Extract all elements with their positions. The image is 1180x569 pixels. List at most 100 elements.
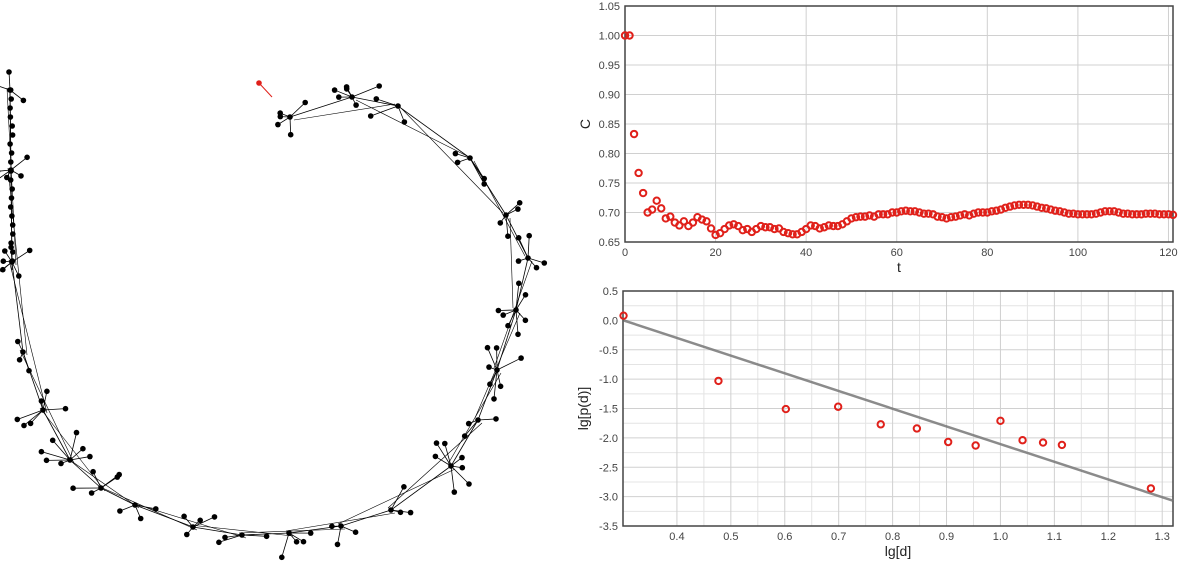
graph-edge [436, 442, 452, 467]
graph-edge [435, 456, 452, 467]
graph-edge [42, 391, 48, 411]
graph-node [515, 258, 522, 264]
graph-edge [69, 456, 90, 461]
data-point [876, 420, 885, 429]
chart-grid [623, 290, 1173, 527]
data-point [781, 404, 791, 414]
graph-node [516, 200, 523, 206]
graph-edge [0, 86, 11, 91]
graph-node [505, 233, 511, 239]
data-point [638, 188, 648, 198]
data-point [1038, 438, 1048, 447]
graph-node [181, 513, 187, 520]
graph-node [58, 460, 64, 467]
graph-node [279, 554, 285, 561]
graph-node [18, 173, 24, 179]
graph-node [277, 113, 284, 120]
y-tick-label: 0.70 [599, 208, 620, 220]
x-tick-label: 0.9 [939, 531, 954, 543]
graph-edge [41, 451, 71, 461]
data-point [833, 402, 843, 411]
network-graph [0, 69, 548, 561]
data-point [974, 208, 983, 217]
graph-edge [401, 108, 504, 214]
graph-node [461, 433, 468, 439]
data-point [715, 228, 725, 238]
graph-node [153, 506, 159, 512]
data-point [806, 221, 815, 230]
graph-edge [66, 457, 140, 509]
x-tick-label: 0 [622, 247, 628, 259]
graph-edge [397, 105, 405, 123]
graph-edge [337, 468, 456, 525]
data-point [661, 214, 670, 223]
x-tick-label: 120 [1159, 247, 1177, 259]
graph-edge [192, 516, 215, 528]
graph-edge [447, 372, 502, 465]
graph-edge [281, 532, 290, 558]
data-point [878, 210, 888, 219]
graph-edge [289, 116, 292, 135]
data-point [1141, 209, 1151, 218]
graph-node [336, 94, 342, 100]
data-point [1118, 209, 1128, 218]
graph-edge [450, 465, 470, 485]
graph-edge [390, 486, 405, 511]
graph-node [8, 96, 14, 102]
y-tick-label: -2.5 [599, 462, 618, 474]
data-points [619, 311, 1156, 493]
data-point [833, 221, 843, 231]
x-tick-label: 1.0 [993, 531, 1008, 543]
data-point [1069, 209, 1078, 218]
data-point [1132, 210, 1141, 219]
graph-node [216, 539, 222, 546]
graph-node [21, 422, 27, 429]
graph-edge [131, 502, 247, 539]
graph-edge [474, 312, 521, 419]
graph-hub-node [395, 103, 401, 109]
graph-edge [450, 419, 479, 467]
graph-node [7, 114, 14, 120]
graph-hub-node [349, 94, 355, 100]
data-point [788, 230, 797, 239]
y-tick-label: -0.5 [599, 345, 618, 357]
data-point [912, 424, 922, 433]
graph-edge [444, 443, 452, 467]
graph-node [87, 453, 93, 460]
graph-node [38, 448, 45, 455]
graph-edge [42, 408, 66, 411]
graph-node [10, 231, 16, 237]
graph-edge [464, 419, 479, 437]
graph-node [486, 364, 492, 370]
graph-node [8, 150, 15, 156]
graph-node [197, 517, 203, 524]
graph-node [9, 186, 15, 192]
data-point [824, 221, 833, 230]
graph-node [9, 123, 15, 129]
graph-node [300, 538, 307, 545]
data-point [1078, 210, 1087, 219]
data-point [1100, 207, 1110, 216]
x-tick-label: 1.3 [1155, 531, 1170, 543]
graph-edge [288, 532, 304, 543]
data-point [724, 221, 734, 230]
data-point [1087, 210, 1096, 219]
data-point [829, 221, 838, 231]
data-point [1051, 206, 1060, 215]
x-tick-label: 100 [1069, 247, 1087, 259]
x-tick-label: 1.1 [1047, 531, 1062, 543]
graph-node [302, 99, 309, 106]
data-point [1168, 210, 1178, 220]
graph-node [481, 181, 488, 187]
x-tick-label: 40 [800, 247, 812, 259]
graph-edge [351, 96, 399, 107]
data-point [1155, 210, 1164, 219]
graph-edge [100, 487, 136, 506]
graph-hub-node [287, 114, 293, 120]
data-point [666, 212, 675, 221]
plot-frame [624, 5, 1174, 243]
graph-edge [496, 357, 522, 371]
graph-hub-node [20, 349, 26, 355]
data-point [1055, 207, 1064, 216]
